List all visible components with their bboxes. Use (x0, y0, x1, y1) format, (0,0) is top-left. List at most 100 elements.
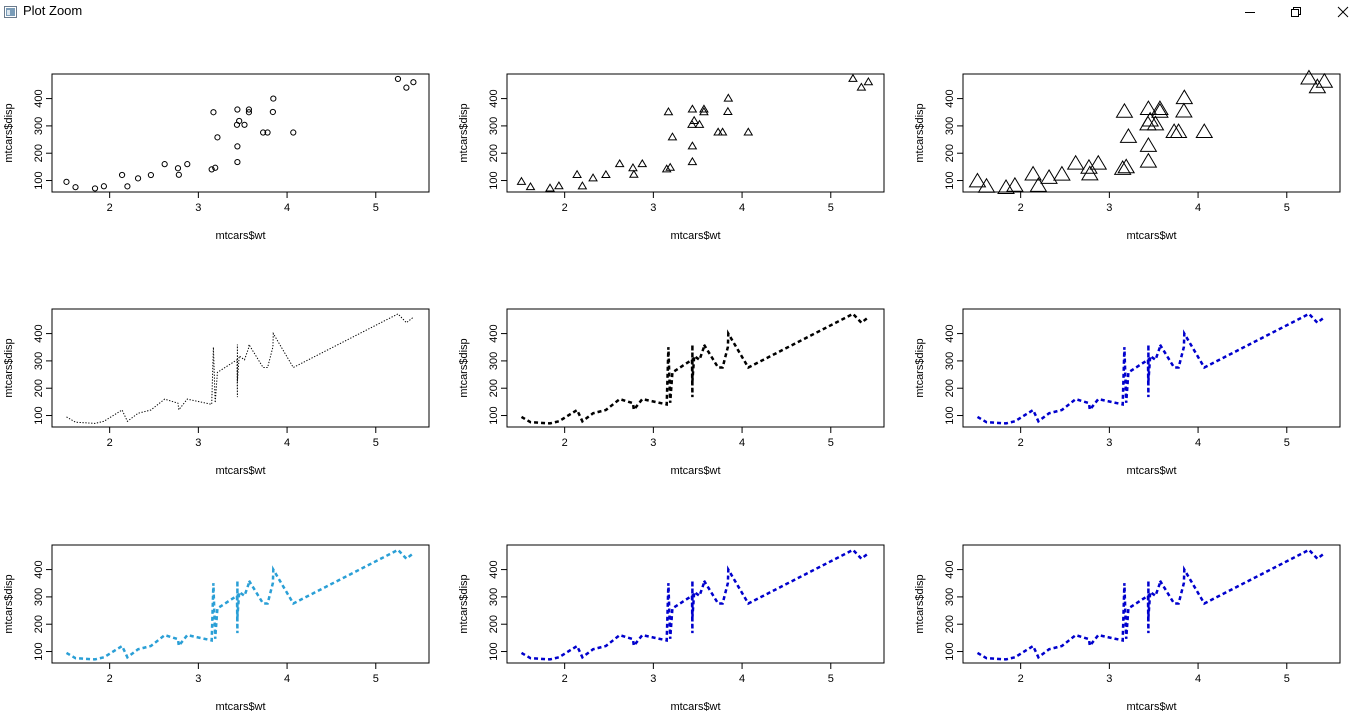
data-point (147, 171, 155, 179)
plot-frame (51, 544, 430, 664)
close-button[interactable] (1320, 0, 1366, 24)
series-line (520, 548, 870, 661)
x-tick-label: 4 (739, 202, 745, 214)
data-point (588, 173, 598, 182)
plot-panel-2: 2 3 4 5 100 200 300 400 mtcars$wt mtcars$disp (458, 73, 885, 242)
data-point (516, 176, 527, 185)
y-tick-label: 100 (488, 642, 500, 660)
data-point (661, 164, 672, 173)
data-point (628, 169, 639, 178)
x-tick-label: 2 (562, 437, 568, 449)
data-point (1146, 115, 1165, 131)
data-point (723, 106, 733, 115)
series-line (976, 312, 1326, 425)
data-point (118, 171, 126, 179)
data-point (525, 181, 536, 191)
x-tick-label: 4 (739, 673, 745, 685)
data-point (1139, 100, 1158, 116)
plot-area: 2 3 4 5 100 200 300 400 mtcars$wt mtcars$disp 2 3 4 5… (3, 69, 1341, 713)
y-tick-label: 300 (944, 117, 956, 135)
data-point (572, 169, 582, 179)
x-axis-label: mtcars$wt (1126, 465, 1176, 477)
data-point (91, 185, 99, 192)
x-tick-label: 3 (1106, 673, 1112, 685)
x-axis-label: mtcars$wt (215, 465, 265, 477)
plot-panel-6: 2 3 4 5 100 200 300 400 mtcars$wt mtcars$disp (914, 308, 1341, 477)
data-point (687, 156, 698, 166)
data-point (699, 104, 709, 113)
x-tick-label: 2 (107, 437, 113, 449)
data-point (637, 158, 648, 168)
data-point (545, 183, 555, 192)
data-point (63, 178, 70, 185)
plot-frame (962, 544, 1341, 664)
plot-frame (506, 73, 885, 193)
y-tick-label: 400 (33, 324, 45, 342)
data-point (72, 184, 79, 191)
minimize-icon (1245, 12, 1255, 13)
y-axis-label: mtcars$disp (3, 103, 15, 162)
data-point (1308, 78, 1327, 94)
series-line (66, 313, 414, 424)
data-point (717, 127, 728, 136)
x-tick-label: 3 (1106, 437, 1112, 449)
data-point (687, 104, 698, 113)
plot-panel-1: 2 3 4 5 100 200 300 400 mtcars$wt mtcars$disp (3, 73, 430, 242)
data-point (174, 165, 182, 172)
plot-panel-7: 2 3 4 5 100 200 300 400 mtcars$wt mtcars$disp (3, 544, 430, 713)
data-point (234, 143, 241, 150)
data-point (1053, 165, 1071, 181)
data-point (403, 84, 410, 91)
x-axis-label: mtcars$wt (670, 701, 720, 713)
plot-panel-9: 2 3 4 5 100 200 300 400 mtcars$wt mtcars$disp (914, 544, 1341, 713)
restore-icon (1291, 7, 1301, 17)
data-point (1175, 102, 1193, 118)
plot-frame (962, 308, 1341, 428)
data-point (694, 119, 705, 128)
x-tick-label: 2 (562, 673, 568, 685)
x-tick-label: 3 (650, 673, 656, 685)
y-axis-label: mtcars$disp (458, 338, 470, 397)
data-point (234, 158, 241, 166)
data-point (1175, 89, 1194, 105)
y-axis-label: mtcars$disp (3, 574, 15, 633)
data-point (1006, 176, 1024, 192)
minimize-button[interactable] (1227, 0, 1273, 24)
restore-button[interactable] (1273, 0, 1319, 24)
plot-panel-5: 2 3 4 5 100 200 300 400 mtcars$wt mtcars$disp (458, 308, 885, 477)
y-axis-label: mtcars$disp (3, 338, 15, 397)
data-point (290, 129, 297, 136)
x-tick-label: 5 (1284, 673, 1290, 685)
plot-panel-4: 2 3 4 5 100 200 300 400 mtcars$wt mtcars$disp (3, 308, 430, 477)
x-tick-label: 2 (562, 202, 568, 214)
data-point (124, 183, 131, 190)
data-point (1040, 168, 1058, 184)
data-point (554, 181, 564, 190)
data-point (1024, 165, 1042, 181)
plot-frame (51, 73, 430, 193)
window-title: Plot Zoom (23, 3, 83, 18)
data-point (968, 172, 987, 188)
x-axis-label: mtcars$wt (670, 230, 720, 242)
x-tick-label: 5 (373, 673, 379, 685)
plot-panel-3: 2 3 4 5 100 200 300 400 mtcars$wt mtcars$disp (914, 69, 1341, 242)
y-tick-label: 300 (488, 588, 500, 606)
data-point (667, 132, 678, 141)
data-point (1139, 137, 1158, 152)
y-tick-label: 300 (944, 352, 956, 370)
y-tick-label: 100 (944, 406, 956, 424)
data-point (848, 73, 858, 82)
y-tick-label: 300 (488, 117, 500, 135)
y-tick-label: 200 (33, 144, 45, 162)
y-tick-label: 300 (33, 117, 45, 135)
x-axis-label: mtcars$wt (1126, 701, 1176, 713)
y-axis-label: mtcars$disp (458, 574, 470, 633)
x-tick-label: 5 (373, 437, 379, 449)
y-tick-label: 200 (488, 615, 500, 633)
plot-frame (506, 308, 885, 428)
data-point (1080, 165, 1099, 181)
data-point (863, 77, 874, 86)
x-tick-label: 4 (1195, 437, 1201, 449)
plot-panel-8: 2 3 4 5 100 200 300 400 mtcars$wt mtcars$disp (458, 544, 885, 713)
x-tick-label: 5 (828, 202, 834, 214)
